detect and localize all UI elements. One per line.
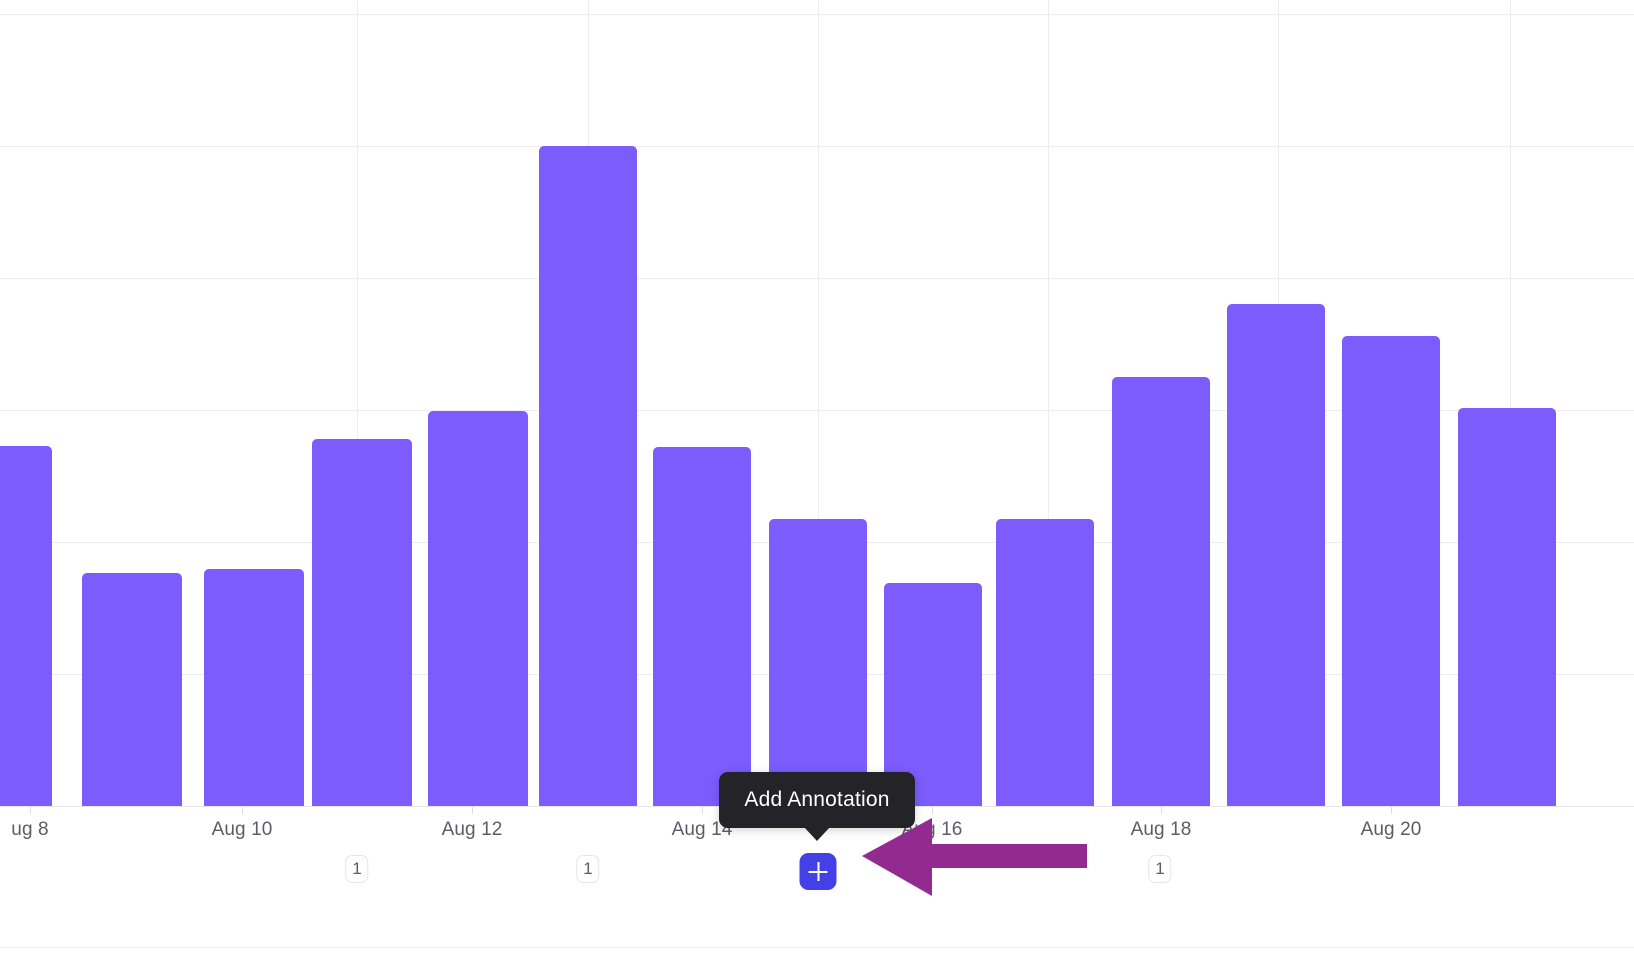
x-tick-mark [242,807,243,814]
x-tick-label: Aug 14 [671,819,733,840]
annotation-count-badge[interactable]: 1 [576,855,600,883]
gridline-v-0 [357,0,358,807]
bar[interactable] [996,519,1094,807]
bar[interactable] [769,519,867,807]
gridline-v-3 [1048,0,1049,807]
x-tick-mark [1161,807,1162,814]
bar[interactable] [312,439,412,807]
x-tick-label: ug 8 [11,819,49,840]
gridline-h-0 [0,14,1634,15]
gridline-h-1 [0,146,1634,147]
plus-icon [808,862,828,881]
add-annotation-tooltip: Add Annotation [719,772,915,841]
add-annotation-button[interactable] [799,853,837,890]
bar[interactable] [653,447,751,807]
gridline-h-2 [0,278,1634,279]
x-tick-label: Aug 20 [1360,819,1422,840]
chart-plot-area [0,0,1634,807]
x-tick-mark [472,807,473,814]
bar[interactable] [539,146,637,807]
annotation-count-badge[interactable]: 1 [1148,855,1172,883]
x-tick-mark [1391,807,1392,814]
bar[interactable] [1342,336,1440,807]
x-tick-label: Aug 10 [211,819,273,840]
bar[interactable] [428,411,528,807]
tooltip-pointer-icon [804,827,830,841]
tooltip-label: Add Annotation [744,788,890,811]
bar[interactable] [1458,408,1556,807]
bar[interactable] [0,446,52,807]
bar[interactable] [82,573,182,807]
x-tick-label: Aug 12 [441,819,503,840]
bar[interactable] [884,583,982,807]
annotation-count-badge[interactable]: 1 [345,855,369,883]
footer-divider [0,947,1634,948]
annotation-lane: 1 1 1 [0,853,1634,915]
bar[interactable] [204,569,304,807]
x-tick-mark [702,807,703,814]
gridline-h-3 [0,410,1634,411]
bar[interactable] [1112,377,1210,807]
x-tick-mark [932,807,933,814]
x-tick-mark [30,807,31,814]
x-tick-label: Aug 18 [1130,819,1192,840]
gridline-v-5 [1510,0,1511,807]
gridline-v-2 [818,0,819,807]
bar[interactable] [1227,304,1325,807]
